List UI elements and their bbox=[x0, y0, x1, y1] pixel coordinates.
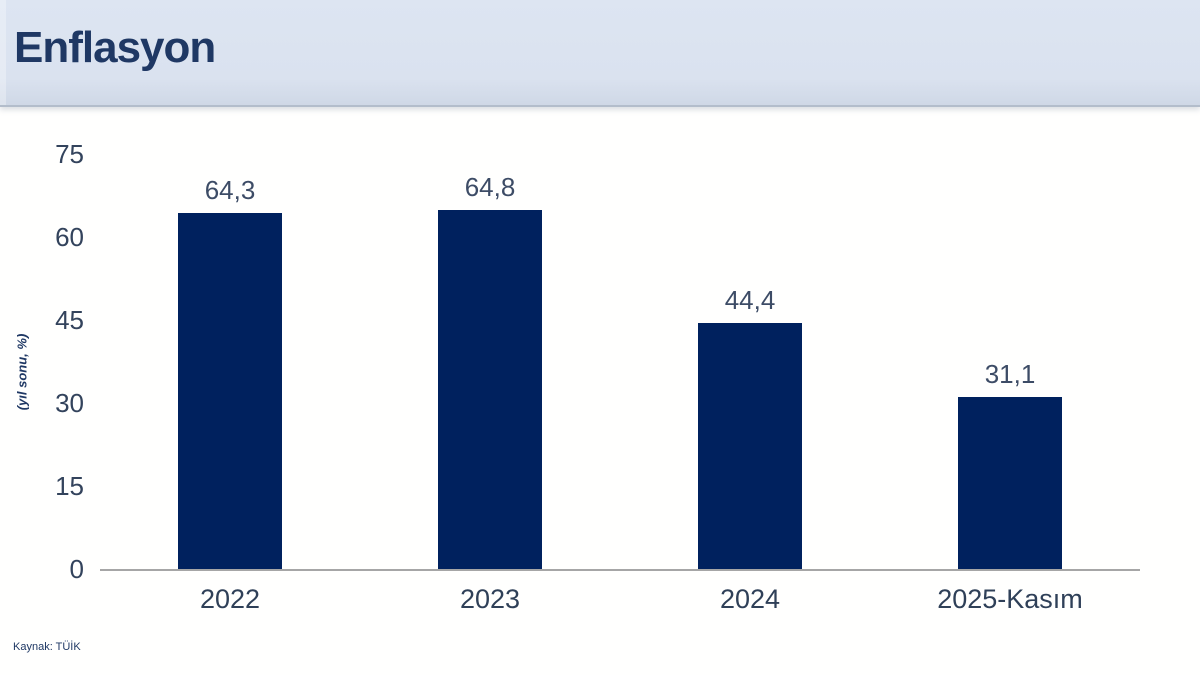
y-tick-label: 75 bbox=[55, 139, 84, 169]
x-axis-label: 2024 bbox=[719, 584, 781, 614]
bar-group-2022: 64,3 2022 bbox=[100, 154, 360, 613]
page-title: Enflasyon bbox=[14, 23, 216, 72]
bar-group-2024: 44,4 2024 bbox=[620, 154, 880, 613]
bar bbox=[438, 210, 542, 569]
plot-area: 64,3 2022 64,8 2023 44,4 2024 31,1 2025-Kasım bbox=[100, 154, 1140, 613]
bar-value-label: 31,1 bbox=[984, 358, 1036, 389]
x-axis-label: 2023 bbox=[459, 584, 521, 614]
bar-group-2025-Kasım: 31,1 2025-Kasım bbox=[880, 154, 1140, 613]
y-tick-label: 0 bbox=[69, 554, 84, 584]
x-axis-label: 2022 bbox=[199, 584, 261, 614]
bar-value-label: 64,3 bbox=[204, 175, 256, 206]
y-axis-ticks: 0 15 30 45 60 75 bbox=[0, 141, 84, 582]
bar-value-label: 64,8 bbox=[464, 172, 516, 203]
bar-value-label: 44,4 bbox=[724, 285, 776, 316]
bar bbox=[178, 213, 282, 569]
bar bbox=[698, 323, 802, 569]
x-axis-label: 2025-Kasım bbox=[937, 584, 1083, 614]
plot-columns: 64,3 2022 64,8 2023 44,4 2024 31,1 2025-Kasım bbox=[100, 154, 1140, 613]
y-tick-label: 60 bbox=[55, 222, 84, 252]
bar bbox=[958, 396, 1062, 569]
slide-header: Enflasyon bbox=[0, 0, 1200, 107]
y-tick-label: 30 bbox=[55, 388, 84, 418]
bar-group-2023: 64,8 2023 bbox=[360, 154, 620, 613]
y-tick-label: 45 bbox=[55, 305, 84, 335]
y-tick-label: 15 bbox=[55, 471, 84, 501]
source-note: Kaynak: TÜİK bbox=[13, 641, 81, 653]
